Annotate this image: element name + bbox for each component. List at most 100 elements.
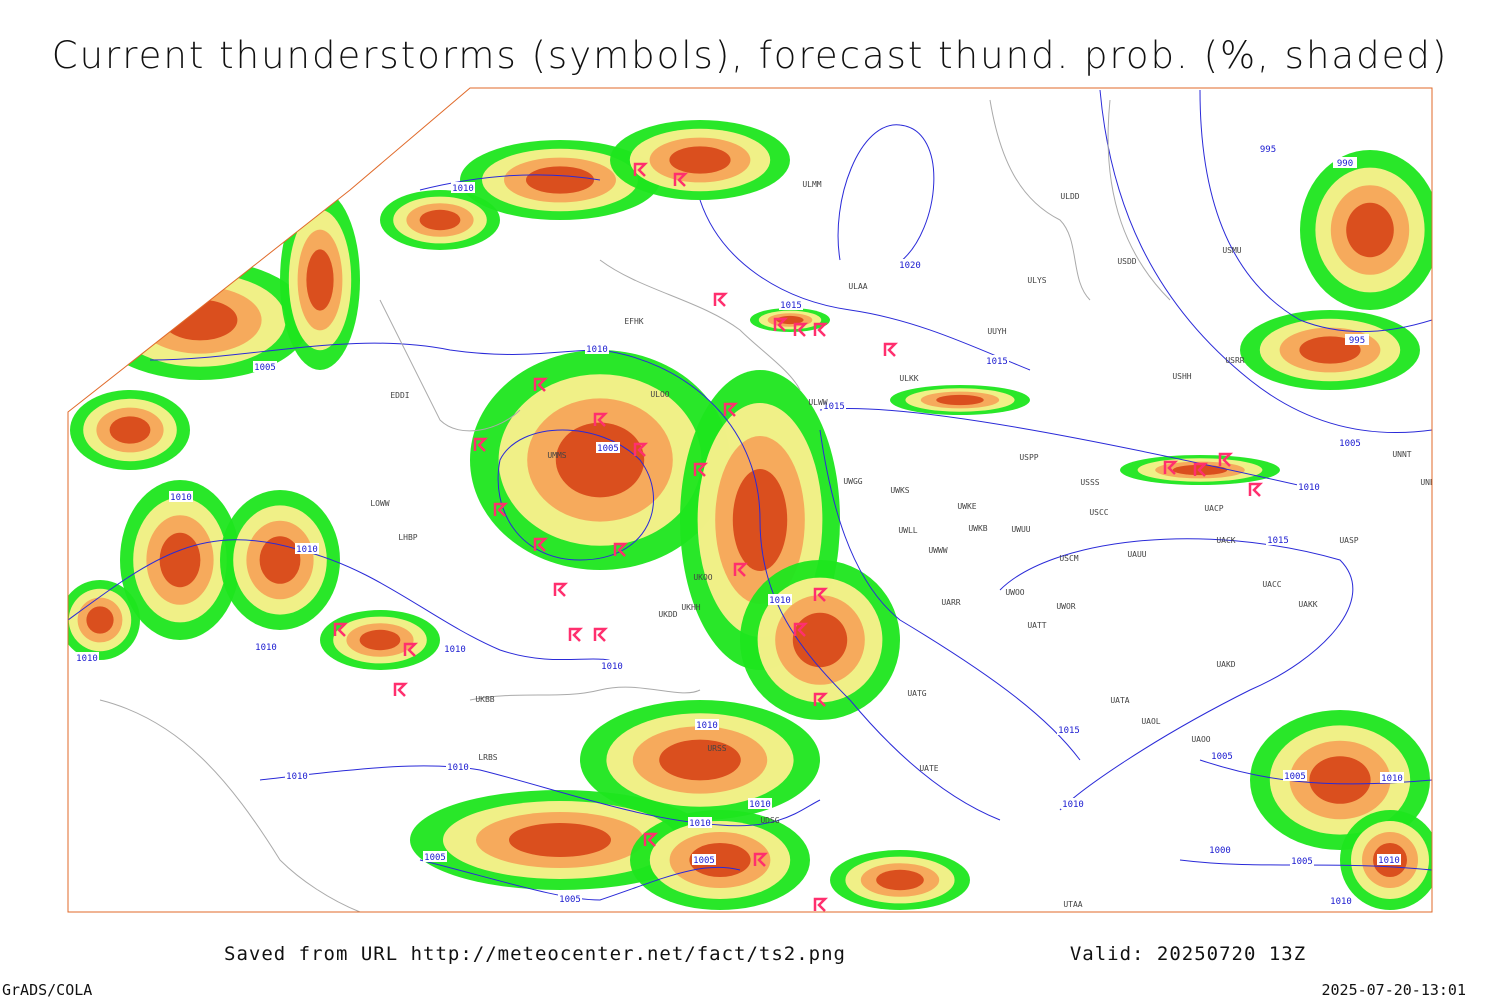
- station-label: UATA: [1110, 696, 1129, 705]
- isobar-label: 1010: [296, 545, 318, 555]
- isobar-label-bg: [1345, 334, 1369, 345]
- isobar-label-bg: [253, 361, 277, 372]
- station-label: UARR: [941, 598, 960, 607]
- domain-border: [67, 87, 1433, 913]
- shade-blob: [526, 166, 594, 194]
- station-label: UDSG: [760, 816, 779, 825]
- station-label: UACP: [1204, 504, 1223, 513]
- isobar-label-bg: [1297, 481, 1321, 492]
- thunderstorm-symbol: [403, 642, 419, 657]
- thunderstorm-symbol: [813, 692, 829, 707]
- isobar: [419, 174, 601, 191]
- thunderstorm-symbol: [643, 832, 659, 847]
- station-label: URSS: [707, 744, 726, 753]
- isobar-label: 1010: [1298, 483, 1320, 493]
- thunderstorm-symbol: [673, 172, 689, 187]
- isobar-label: 1010: [170, 493, 192, 503]
- thunderstorm-symbol: [733, 562, 749, 577]
- thunderstorm-symbol: [613, 542, 629, 557]
- station-label: UNNT: [1392, 450, 1411, 459]
- station-label: UWKB: [968, 524, 987, 533]
- isobar-label-bg: [1338, 437, 1362, 448]
- station-label: ULOO: [650, 390, 669, 399]
- isobar-label: 1005: [1339, 439, 1361, 449]
- thunderstorm-symbol: [633, 162, 649, 177]
- isobar-label: 1005: [254, 363, 276, 373]
- station-label: LOWW: [370, 499, 389, 508]
- isobar-label: 1015: [823, 402, 845, 412]
- station-label: UAOO: [1191, 735, 1210, 744]
- isobar-label: 1010: [1381, 774, 1403, 784]
- shade-blob: [359, 629, 401, 651]
- isobar-label: 1010: [452, 184, 474, 194]
- isobar-label-bg: [692, 854, 716, 865]
- shade-blob: [509, 823, 611, 857]
- station-label: USMU: [1222, 246, 1241, 255]
- station-label: USDD: [1117, 257, 1136, 266]
- station-label: UWWW: [928, 546, 947, 555]
- isobar-label-bg: [695, 719, 719, 730]
- isobar: [837, 124, 935, 263]
- isobar: [999, 538, 1354, 811]
- station-label: EFHK: [624, 317, 643, 326]
- thunderstorm-symbol: [593, 412, 609, 427]
- station-label: USCC: [1089, 508, 1108, 517]
- station-label: UWOR: [1056, 602, 1075, 611]
- isobar-label-bg: [285, 770, 309, 781]
- station-label: UAKK: [1298, 600, 1317, 609]
- shade-blob: [659, 739, 741, 781]
- thunderstorm-symbols: [333, 162, 1264, 912]
- isobar: [259, 765, 821, 827]
- shade-blob: [555, 422, 645, 498]
- thunderstorm-symbol: [1218, 452, 1234, 467]
- isobar-label-bg: [1210, 750, 1234, 761]
- isobar-label: 1010: [601, 662, 623, 672]
- station-label: ULDD: [1060, 192, 1079, 201]
- thunderstorm-symbol: [793, 622, 809, 637]
- coastline: [469, 686, 701, 701]
- thunderstorm-symbol: [533, 377, 549, 392]
- shade-blob: [306, 249, 334, 311]
- thunderstorm-symbol: [473, 437, 489, 452]
- isobar-label-bg: [779, 299, 803, 310]
- isobar: [497, 429, 654, 561]
- isobar-label: 1010: [76, 654, 98, 664]
- station-label: UACC: [1262, 580, 1281, 589]
- isobar: [1199, 89, 1432, 333]
- isobar-label-bg: [443, 643, 467, 654]
- isobar-label: 1010: [447, 763, 469, 773]
- isobar-label-bg: [688, 817, 712, 828]
- isobar-label: 1005: [424, 853, 446, 863]
- station-label: UASP: [1339, 536, 1358, 545]
- isobar-label-bg: [75, 652, 99, 663]
- thunderstorm-symbol: [633, 442, 649, 457]
- station-label: ULYS: [1027, 276, 1046, 285]
- isobar: [699, 199, 1031, 371]
- isobar-label-bg: [558, 893, 582, 904]
- isobar-label: 1005: [1291, 857, 1313, 867]
- isobar-label: 1005: [597, 444, 619, 454]
- shade-blob: [419, 209, 461, 231]
- thunderstorm-symbol: [883, 342, 899, 357]
- station-label: UTAA: [1063, 900, 1082, 909]
- shade-blob: [159, 532, 201, 588]
- station-label: UUYH: [987, 327, 1006, 336]
- isobar-label: 1010: [696, 721, 718, 731]
- station-label: USPP: [1019, 453, 1038, 462]
- map-labels: 1010 1020 1015 1015 1015 995 990 995 1005 1010 101…: [75, 143, 1432, 909]
- station-label: UMMS: [547, 451, 566, 460]
- shade-blob: [936, 394, 984, 406]
- station-label: ULWW: [808, 398, 827, 407]
- thunderstorm-symbol: [753, 852, 769, 867]
- thunderstorm-symbol: [713, 292, 729, 307]
- station-label: USRR: [1225, 356, 1244, 365]
- isobar-label-bg: [1208, 844, 1232, 855]
- station-label: UATG: [907, 689, 926, 698]
- isobar-label-bg: [600, 660, 624, 671]
- isobar-label: 995: [1260, 145, 1276, 155]
- isobar-label-bg: [1380, 772, 1404, 783]
- station-label: LHBP: [398, 533, 417, 542]
- isobar-label: 1020: [899, 261, 921, 271]
- isobar-label-bg: [1057, 724, 1081, 735]
- isobar-label-bg: [768, 594, 792, 605]
